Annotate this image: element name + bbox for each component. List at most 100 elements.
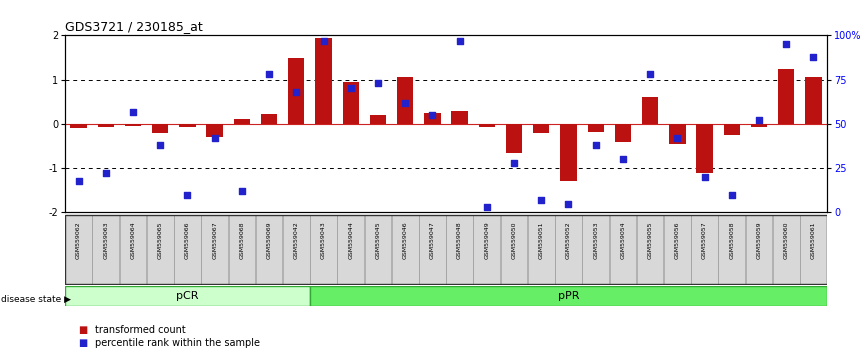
FancyBboxPatch shape [800, 215, 827, 284]
Bar [805, 78, 822, 124]
Bar [179, 124, 196, 127]
FancyBboxPatch shape [582, 215, 609, 284]
FancyBboxPatch shape [201, 215, 228, 284]
Text: GSM559068: GSM559068 [239, 221, 244, 259]
Point [371, 80, 385, 86]
FancyBboxPatch shape [772, 215, 799, 284]
Text: transformed count: transformed count [95, 325, 186, 335]
Point [235, 188, 249, 194]
Point [126, 109, 140, 114]
Text: GSM559047: GSM559047 [430, 221, 435, 259]
Bar [642, 97, 658, 124]
Bar [724, 124, 740, 135]
Point [534, 197, 548, 203]
FancyBboxPatch shape [446, 215, 473, 284]
Text: percentile rank within the sample: percentile rank within the sample [95, 338, 261, 348]
FancyBboxPatch shape [283, 215, 310, 284]
FancyBboxPatch shape [120, 215, 146, 284]
Bar [424, 113, 441, 124]
Bar [587, 124, 604, 132]
FancyBboxPatch shape [65, 286, 310, 306]
Bar [234, 119, 250, 124]
Text: GDS3721 / 230185_at: GDS3721 / 230185_at [65, 20, 203, 33]
Point [698, 174, 712, 180]
Text: GSM559065: GSM559065 [158, 221, 163, 259]
Point [289, 89, 303, 95]
Bar [751, 124, 767, 127]
FancyBboxPatch shape [746, 215, 772, 284]
Bar [506, 124, 522, 153]
Text: GSM559053: GSM559053 [593, 221, 598, 259]
Text: GSM559057: GSM559057 [702, 221, 707, 259]
FancyBboxPatch shape [174, 215, 201, 284]
Text: disease state ▶: disease state ▶ [1, 295, 71, 304]
Bar [778, 69, 794, 124]
Point [344, 86, 358, 91]
Bar [343, 82, 359, 124]
Text: GSM559059: GSM559059 [757, 221, 761, 259]
Text: GSM559062: GSM559062 [76, 221, 81, 259]
Point [779, 41, 793, 47]
Point [180, 192, 194, 198]
FancyBboxPatch shape [664, 215, 691, 284]
Bar [315, 38, 332, 124]
Text: GSM559055: GSM559055 [648, 221, 653, 259]
Text: GSM559051: GSM559051 [539, 221, 544, 259]
FancyBboxPatch shape [365, 215, 391, 284]
Text: ■: ■ [78, 338, 87, 348]
FancyBboxPatch shape [255, 215, 282, 284]
Text: GSM559056: GSM559056 [675, 221, 680, 259]
Text: GSM559054: GSM559054 [620, 221, 625, 259]
FancyBboxPatch shape [338, 215, 364, 284]
Bar [288, 57, 305, 124]
Bar [533, 124, 549, 133]
Point [153, 142, 167, 148]
FancyBboxPatch shape [310, 286, 827, 306]
FancyBboxPatch shape [501, 215, 527, 284]
Bar [669, 124, 686, 144]
FancyBboxPatch shape [637, 215, 663, 284]
Text: GSM559042: GSM559042 [294, 221, 299, 259]
Point [453, 38, 467, 44]
Point [561, 201, 575, 206]
Point [752, 118, 766, 123]
Bar [125, 124, 141, 126]
Bar [98, 124, 114, 127]
Text: ■: ■ [78, 325, 87, 335]
Bar [70, 124, 87, 128]
Text: GSM559066: GSM559066 [185, 221, 190, 259]
FancyBboxPatch shape [391, 215, 418, 284]
Text: GSM559049: GSM559049 [484, 221, 489, 259]
Text: GSM559044: GSM559044 [348, 221, 353, 259]
FancyBboxPatch shape [555, 215, 582, 284]
Text: GSM559069: GSM559069 [267, 221, 272, 259]
Bar [615, 124, 631, 142]
Bar [451, 110, 468, 124]
Point [589, 142, 603, 148]
Point [72, 178, 86, 183]
Text: GSM559061: GSM559061 [811, 221, 816, 259]
Text: GSM559043: GSM559043 [321, 221, 326, 259]
Text: GSM559060: GSM559060 [784, 221, 789, 259]
Bar [261, 114, 277, 124]
FancyBboxPatch shape [419, 215, 446, 284]
FancyBboxPatch shape [528, 215, 554, 284]
Point [99, 171, 113, 176]
Text: GSM559058: GSM559058 [729, 221, 734, 259]
Text: GSM559052: GSM559052 [566, 221, 571, 259]
Text: GSM559063: GSM559063 [103, 221, 108, 259]
Bar [696, 124, 713, 172]
Bar [560, 124, 577, 181]
FancyBboxPatch shape [93, 215, 120, 284]
Point [425, 112, 439, 118]
FancyBboxPatch shape [147, 215, 173, 284]
FancyBboxPatch shape [65, 215, 92, 284]
Point [507, 160, 521, 166]
Point [616, 156, 630, 162]
Point [643, 72, 657, 77]
FancyBboxPatch shape [691, 215, 718, 284]
Point [398, 100, 412, 105]
FancyBboxPatch shape [310, 215, 337, 284]
Text: GSM559067: GSM559067 [212, 221, 217, 259]
Bar [206, 124, 223, 137]
